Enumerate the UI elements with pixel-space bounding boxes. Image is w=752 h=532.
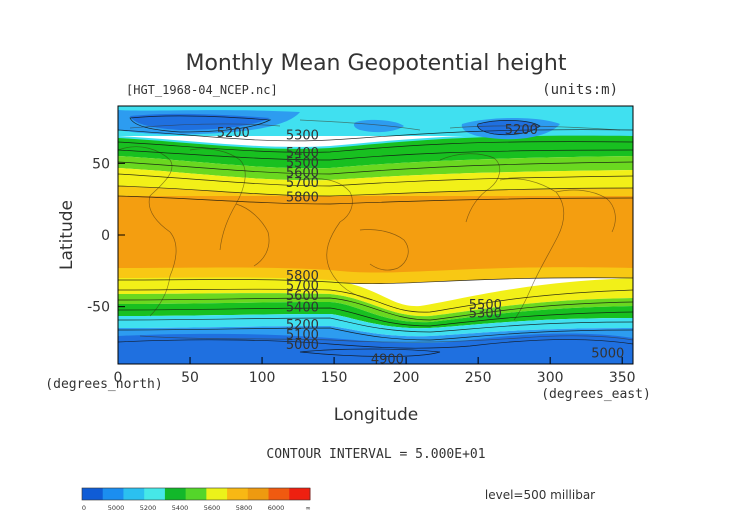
colorbar-swatch (206, 488, 228, 500)
contour-label: 5800 (286, 269, 319, 284)
colorbar-tick-label: 5000 (108, 504, 125, 512)
colorbar-frame (81, 487, 311, 501)
colorbar-swatch (164, 488, 187, 500)
colorbar-tick-label: 5400 (172, 504, 189, 512)
contour-label: 5100 (286, 328, 319, 343)
colorbar-swatch (123, 488, 145, 500)
contour-label: 5500 (286, 156, 319, 171)
colorbar-tick-label: 6000 (268, 504, 285, 512)
colorbar-tick-label: 5800 (236, 504, 253, 512)
colorbar-tick-label: 0 (82, 504, 86, 512)
x-tick-label: 50 (181, 370, 199, 386)
x-axis-label: Longitude (334, 405, 419, 425)
contour-label: 5200 (286, 318, 319, 333)
contour-label: 5400 (286, 301, 319, 316)
band-yellow-south (118, 277, 633, 317)
x-tick-label: 300 (537, 370, 564, 386)
contour-lines (118, 115, 633, 357)
colorbar-swatch (185, 488, 207, 500)
colorbar-tick-label: ∞ (305, 504, 310, 512)
x-tick-label: 100 (249, 370, 276, 386)
contour-label: 5800 (286, 190, 319, 205)
contour-label: 5700 (286, 176, 319, 191)
contour-label: 4900 (371, 352, 404, 367)
chart-title: Monthly Mean Geopotential height (185, 51, 566, 76)
colorbar-swatch (227, 488, 249, 500)
x-unit-label: (degrees_east) (541, 387, 651, 402)
colorbar-swatch (82, 488, 104, 500)
x-tick-label: 350 (609, 370, 636, 386)
colorbar-tick-label: 5200 (140, 504, 157, 512)
x-tick-label: 250 (465, 370, 492, 386)
contour-label: 5200 (505, 123, 538, 138)
tropical-band (118, 196, 633, 276)
band-green-north (118, 135, 633, 169)
plot-area (118, 106, 633, 364)
contour-label: 5300 (469, 306, 502, 321)
band-cyan-south (118, 314, 633, 337)
band-lightgreen-south (118, 293, 633, 323)
y-tick-label: 0 (101, 228, 110, 244)
x-tick-label: 0 (114, 370, 123, 386)
y-unit-label: (degrees_north) (45, 377, 162, 392)
band-yellow-north (118, 168, 633, 196)
band-lightgreen-north (118, 156, 633, 181)
y-tick-label: -50 (87, 300, 110, 316)
colorbar: 0 5000 5200 5400 5600 5800 6000 ∞ (81, 487, 311, 512)
contour-labels: 5200 530054005500560057005800520058005700… (217, 123, 625, 367)
x-tick-label: 200 (393, 370, 420, 386)
y-axis-label: Latitude (57, 200, 77, 270)
contour-label: 5400 (286, 146, 319, 161)
contour-label: 5200 (217, 126, 250, 141)
contour-interval-text: CONTOUR INTERVAL = 5.000E+01 (266, 447, 485, 462)
contour-label: 5600 (286, 289, 319, 304)
colorbar-tick-label: 5600 (204, 504, 221, 512)
band-gold-south (118, 267, 633, 284)
colorbar-swatch (144, 488, 166, 500)
y-tick-label: 50 (92, 156, 110, 172)
contour-label: 5000 (591, 347, 624, 362)
x-tick-label: 150 (321, 370, 348, 386)
file-label: [HGT_1968-04_NCEP.nc] (126, 83, 278, 97)
x-axis-ticks: 0 50 100 150 200 250 300 350 (114, 357, 636, 386)
y-axis-ticks: 50 0 -50 (87, 156, 125, 316)
colorbar-swatch (102, 488, 124, 500)
contour-label: 5600 (286, 166, 319, 181)
contour-label: 5700 (286, 279, 319, 294)
colorbar-swatch (268, 488, 290, 500)
units-label: (units:m) (542, 82, 618, 98)
level-text: level=500 millibar (485, 488, 595, 502)
colorbar-swatch (247, 488, 270, 500)
coastlines (118, 119, 633, 343)
contour-label: 5000 (286, 338, 319, 353)
contour-label: 5500 (469, 298, 502, 313)
colorbar-swatch (289, 488, 311, 500)
contour-label: 5300 (286, 129, 319, 144)
low-north-mid (353, 119, 404, 133)
